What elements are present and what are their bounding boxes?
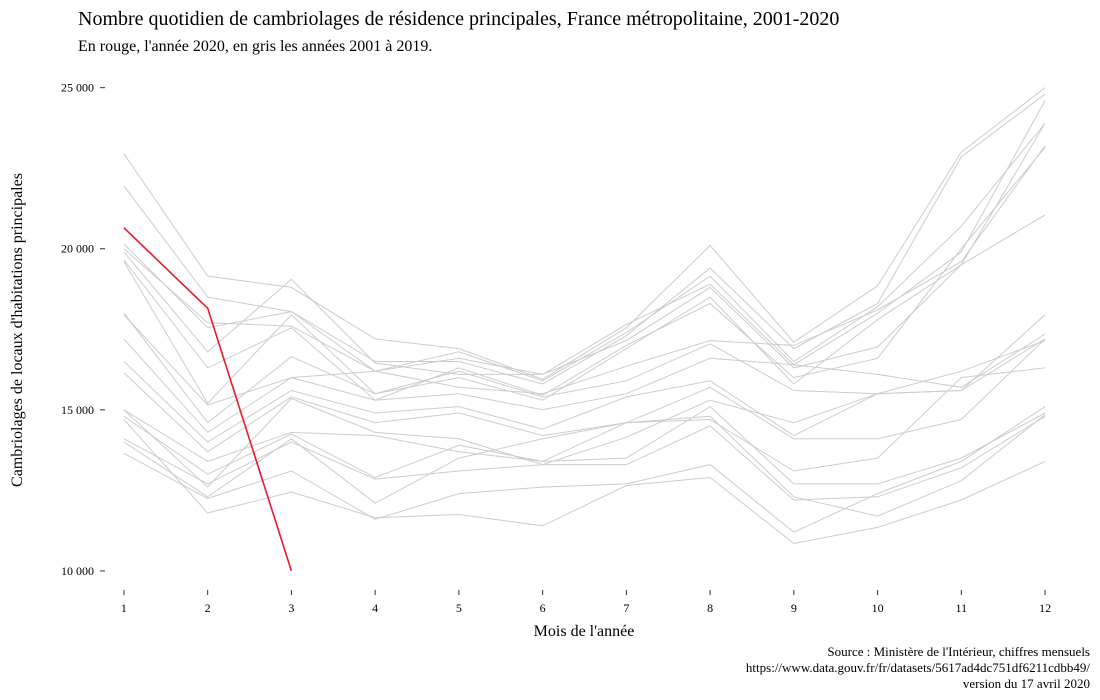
series-line bbox=[123, 414, 1046, 517]
x-tick-label: 12 bbox=[1039, 601, 1051, 615]
x-tick-label: 4 bbox=[372, 601, 378, 615]
y-tick-label: 10 000 bbox=[61, 564, 94, 578]
series-line bbox=[123, 338, 1046, 488]
series-line bbox=[123, 122, 1046, 405]
series-line bbox=[123, 367, 1046, 472]
x-tick-label: 9 bbox=[791, 601, 797, 615]
series-line bbox=[123, 87, 1046, 380]
series-line bbox=[123, 100, 1046, 375]
series-line bbox=[123, 146, 1046, 401]
y-tick-label: 20 000 bbox=[61, 242, 94, 256]
series-line bbox=[123, 338, 1046, 453]
series-line bbox=[123, 214, 1046, 375]
source-line: https://www.data.gouv.fr/fr/datasets/561… bbox=[746, 660, 1090, 675]
x-tick-label: 10 bbox=[872, 601, 884, 615]
series-line bbox=[123, 93, 1046, 385]
series-line bbox=[123, 122, 1046, 382]
x-tick-label: 11 bbox=[956, 601, 968, 615]
series-line bbox=[123, 340, 1046, 443]
series-line bbox=[123, 419, 1046, 545]
x-axis-label: Mois de l'année bbox=[534, 623, 635, 640]
source-line: Source : Ministère de l'Intérieur, chiff… bbox=[827, 644, 1090, 659]
x-tick-label: 6 bbox=[540, 601, 546, 615]
y-tick-label: 25 000 bbox=[61, 81, 94, 95]
y-axis-label: Cambriolages de locaux d'habitations pri… bbox=[9, 173, 26, 487]
chart-subtitle: En rouge, l'année 2020, en gris les anné… bbox=[78, 38, 432, 55]
y-tick-label: 15 000 bbox=[61, 403, 94, 417]
x-tick-label: 2 bbox=[205, 601, 211, 615]
x-tick-label: 3 bbox=[288, 601, 294, 615]
chart-title: Nombre quotidien de cambriolages de rési… bbox=[78, 8, 839, 30]
series-line bbox=[123, 333, 1046, 434]
x-tick-label: 5 bbox=[456, 601, 462, 615]
x-tick-label: 7 bbox=[623, 601, 629, 615]
x-tick-label: 8 bbox=[707, 601, 713, 615]
series-line bbox=[123, 227, 293, 572]
x-tick-label: 1 bbox=[121, 601, 127, 615]
series-line bbox=[123, 405, 1046, 485]
series-line bbox=[123, 406, 1046, 533]
series-line bbox=[123, 145, 1046, 406]
source-line: version du 17 avril 2020 bbox=[963, 676, 1090, 691]
series-line bbox=[123, 312, 1046, 424]
